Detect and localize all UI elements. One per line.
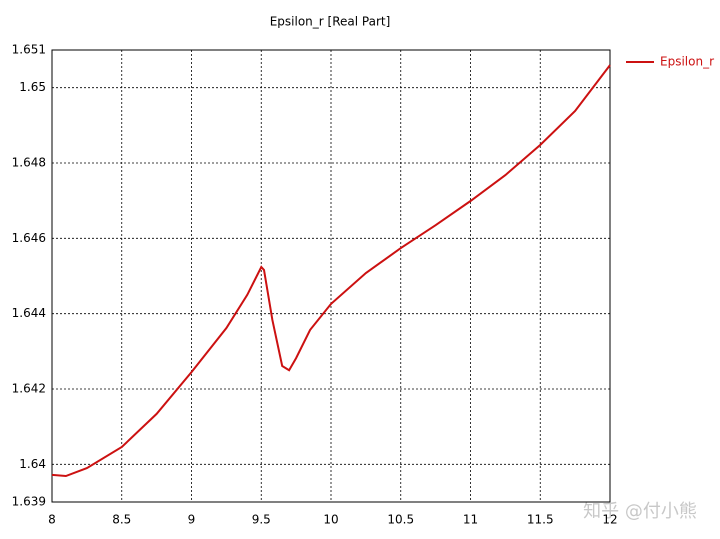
x-tick-label: 10.5 [387, 513, 414, 527]
data-line [51, 64, 611, 478]
y-tick-label: 1.642 [12, 382, 46, 396]
y-tick-label: 1.644 [12, 306, 46, 320]
x-tick-label: 8.5 [112, 513, 131, 527]
watermark: 知乎 @付小熊 [583, 501, 697, 522]
y-tick-label: 1.639 [12, 495, 46, 509]
x-tick-label: 9.5 [252, 513, 271, 527]
legend-label: Epsilon_r [660, 55, 714, 69]
y-tick-label: 1.64 [19, 457, 46, 471]
x-tick-label: 11.5 [527, 513, 554, 527]
y-tick-label: 1.65 [19, 80, 46, 94]
x-tick-label: 12 [602, 513, 617, 527]
y-tick-label: 1.648 [12, 156, 46, 170]
plot-frame [51, 49, 611, 503]
x-tick-label: 8 [48, 513, 56, 527]
y-tick-label: 1.646 [12, 231, 46, 245]
y-tick-label: 1.651 [12, 43, 46, 57]
x-tick-label: 10 [323, 513, 338, 527]
x-tick-label: 9 [188, 513, 196, 527]
chart-title: Epsilon_r [Real Part] [270, 15, 391, 29]
x-tick-label: 11 [463, 513, 478, 527]
